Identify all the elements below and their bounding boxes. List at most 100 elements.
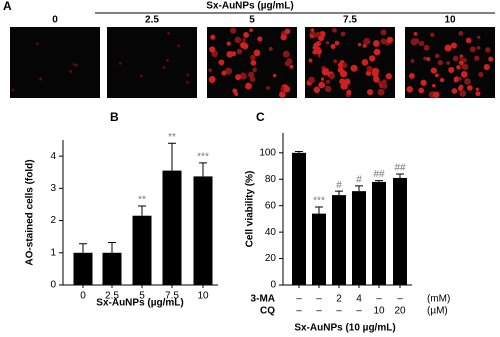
- cell-dot: [242, 38, 246, 42]
- cell-dot: [460, 70, 468, 78]
- cell-dot: [485, 47, 491, 53]
- cell-dot: [444, 44, 452, 52]
- significance: ***: [313, 196, 325, 207]
- cell-dot: [418, 87, 425, 94]
- cell-dot: [365, 70, 372, 76]
- cell-dot: [177, 44, 181, 48]
- cell-dot: [186, 73, 190, 77]
- y-tick-label: 0: [50, 280, 56, 291]
- cell-dot: [250, 59, 257, 66]
- cell-dot: [474, 55, 480, 61]
- cell-dot: [346, 89, 352, 95]
- cell-dot: [469, 46, 476, 53]
- cell-dot: [340, 83, 347, 90]
- cell-dot: [337, 66, 344, 73]
- cell-dot: [361, 59, 369, 66]
- x-tick-label: 0: [80, 291, 86, 302]
- cell-dot: [280, 34, 287, 41]
- cell-dot: [475, 87, 479, 91]
- cell-dot: [209, 46, 216, 53]
- y-tick-label: 0: [270, 280, 276, 291]
- cell-dot: [257, 36, 263, 42]
- significance: **: [168, 132, 176, 143]
- cell-dot: [488, 56, 494, 62]
- cell-dot: [282, 50, 290, 58]
- image-label: 10: [444, 15, 456, 26]
- cell-dot: [369, 55, 376, 62]
- cell-dot: [253, 49, 261, 57]
- cell-dot: [245, 82, 252, 90]
- cell-dot: [325, 79, 331, 84]
- cell-dot: [11, 88, 15, 92]
- cell-dot: [357, 42, 362, 47]
- cell-dot: [343, 78, 351, 85]
- y-tick-label: 3: [50, 183, 56, 194]
- cell-dot: [248, 71, 255, 78]
- treatment-dose: –: [296, 294, 302, 305]
- cell-dot: [340, 31, 346, 37]
- cell-dot: [162, 66, 166, 70]
- cell-dot: [185, 80, 189, 84]
- error-bar: [79, 243, 87, 253]
- cell-dot: [252, 67, 257, 73]
- cell-dot: [434, 53, 440, 59]
- y-tick-label: 100: [259, 147, 276, 158]
- cell-dot: [272, 73, 277, 78]
- bar: [162, 170, 182, 285]
- bar: [393, 177, 407, 285]
- treatment-name: CQ: [260, 306, 275, 317]
- cell-dot: [235, 74, 242, 81]
- y-tick-label: 60: [265, 200, 277, 211]
- cell-dot: [448, 66, 455, 73]
- cell-dot: [373, 48, 381, 56]
- bar: [193, 176, 213, 285]
- image-label: 2.5: [145, 15, 159, 26]
- cell-dot: [325, 41, 330, 45]
- y-tick-label: 1: [50, 247, 56, 258]
- cell-dot: [236, 48, 243, 55]
- treatment-unit: (mM): [427, 294, 450, 305]
- cell-dot: [381, 79, 387, 85]
- cell-dot: [410, 59, 415, 63]
- cell-dot: [208, 76, 216, 84]
- cell-dot: [451, 88, 458, 94]
- cell-dot: [308, 58, 313, 63]
- cell-dot: [165, 58, 169, 62]
- cell-dot: [452, 55, 459, 62]
- error-bar: [168, 142, 176, 171]
- cell-dot: [459, 56, 464, 61]
- micrograph: [405, 27, 495, 98]
- cell-dot: [68, 69, 72, 73]
- cell-dot: [328, 73, 335, 80]
- cell-dot: [457, 85, 463, 91]
- cell-dot: [418, 40, 425, 47]
- cell-dot: [457, 76, 462, 81]
- cell-dot: [35, 42, 39, 46]
- x-tick-label: 5: [139, 291, 145, 302]
- significance: ***: [197, 152, 209, 163]
- cell-dot: [381, 82, 388, 89]
- cell-dot: [283, 85, 291, 93]
- cell-dot: [39, 77, 43, 81]
- bar: [352, 191, 366, 285]
- error-bar: [138, 205, 146, 216]
- cell-dot: [221, 70, 227, 76]
- cell-dot: [74, 63, 78, 67]
- y-tick-label: 4: [50, 151, 56, 162]
- y-tick-label: 20: [265, 253, 277, 264]
- cell-dot: [310, 34, 314, 38]
- cell-dot: [430, 67, 437, 74]
- cell-dot: [420, 79, 427, 86]
- cell-dot: [234, 36, 242, 44]
- cell-dot: [459, 90, 467, 97]
- cell-dot: [240, 41, 247, 49]
- cell-dot: [167, 32, 171, 36]
- treatment-dose: –: [356, 306, 362, 317]
- cell-dot: [320, 77, 325, 81]
- cell-dot: [380, 29, 387, 36]
- y-tick-label: 2: [50, 215, 56, 226]
- cell-dot: [330, 43, 336, 49]
- cell-dot: [278, 91, 286, 98]
- cell-dot: [373, 68, 379, 74]
- cell-dot: [465, 37, 472, 44]
